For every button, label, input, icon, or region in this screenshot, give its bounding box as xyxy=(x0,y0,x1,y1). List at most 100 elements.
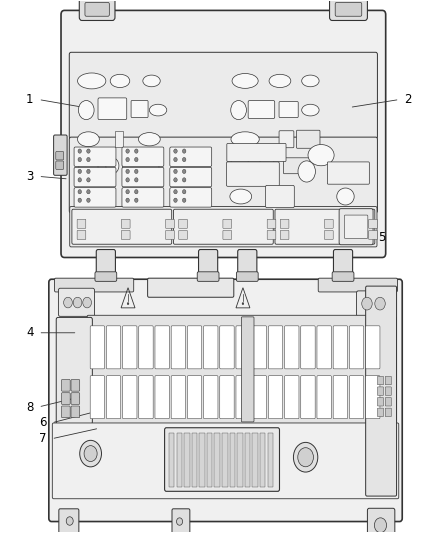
FancyBboxPatch shape xyxy=(350,326,364,369)
Circle shape xyxy=(362,297,372,310)
FancyBboxPatch shape xyxy=(95,272,117,281)
FancyBboxPatch shape xyxy=(166,230,174,239)
FancyBboxPatch shape xyxy=(58,288,95,317)
FancyBboxPatch shape xyxy=(77,230,86,239)
Bar xyxy=(230,432,235,487)
FancyBboxPatch shape xyxy=(171,326,186,369)
Circle shape xyxy=(64,297,72,308)
FancyBboxPatch shape xyxy=(325,230,333,239)
FancyBboxPatch shape xyxy=(241,317,254,422)
FancyBboxPatch shape xyxy=(61,406,70,418)
Text: 8: 8 xyxy=(26,400,33,414)
FancyBboxPatch shape xyxy=(69,52,378,139)
Bar xyxy=(260,432,265,487)
FancyBboxPatch shape xyxy=(155,376,170,419)
Circle shape xyxy=(106,158,119,174)
Bar xyxy=(177,432,182,487)
FancyBboxPatch shape xyxy=(237,272,258,281)
FancyBboxPatch shape xyxy=(122,147,164,166)
FancyBboxPatch shape xyxy=(369,230,378,239)
Circle shape xyxy=(126,157,129,161)
Bar xyxy=(245,432,250,487)
Bar xyxy=(237,432,243,487)
FancyBboxPatch shape xyxy=(122,188,164,207)
FancyBboxPatch shape xyxy=(317,376,332,419)
FancyBboxPatch shape xyxy=(61,11,386,257)
Circle shape xyxy=(126,149,129,153)
FancyBboxPatch shape xyxy=(366,376,380,419)
Circle shape xyxy=(134,169,138,174)
FancyBboxPatch shape xyxy=(227,143,286,161)
FancyBboxPatch shape xyxy=(301,326,315,369)
Circle shape xyxy=(78,101,94,119)
FancyBboxPatch shape xyxy=(123,326,137,369)
Circle shape xyxy=(127,303,129,305)
FancyBboxPatch shape xyxy=(121,230,130,239)
Circle shape xyxy=(259,156,275,175)
FancyBboxPatch shape xyxy=(123,376,137,419)
Bar xyxy=(222,432,227,487)
Circle shape xyxy=(126,169,129,174)
FancyBboxPatch shape xyxy=(280,219,289,228)
Bar xyxy=(215,432,220,487)
Text: 1: 1 xyxy=(26,93,33,106)
FancyBboxPatch shape xyxy=(198,249,218,279)
FancyBboxPatch shape xyxy=(52,423,399,499)
FancyBboxPatch shape xyxy=(187,326,202,369)
FancyBboxPatch shape xyxy=(72,209,172,244)
FancyBboxPatch shape xyxy=(53,135,67,175)
Circle shape xyxy=(78,190,81,194)
FancyBboxPatch shape xyxy=(122,158,159,173)
FancyBboxPatch shape xyxy=(344,215,368,238)
Circle shape xyxy=(87,169,90,174)
FancyBboxPatch shape xyxy=(96,249,116,279)
FancyBboxPatch shape xyxy=(267,230,276,239)
FancyBboxPatch shape xyxy=(267,219,276,228)
Circle shape xyxy=(174,198,177,203)
Ellipse shape xyxy=(302,104,319,116)
FancyBboxPatch shape xyxy=(231,158,248,174)
Circle shape xyxy=(375,297,385,310)
FancyBboxPatch shape xyxy=(385,387,391,395)
FancyBboxPatch shape xyxy=(170,147,212,166)
FancyBboxPatch shape xyxy=(173,209,273,244)
Ellipse shape xyxy=(78,73,106,89)
Bar xyxy=(268,432,273,487)
FancyBboxPatch shape xyxy=(385,398,391,406)
FancyBboxPatch shape xyxy=(329,0,367,20)
Ellipse shape xyxy=(232,74,258,88)
Circle shape xyxy=(174,178,177,182)
Circle shape xyxy=(134,178,138,182)
Text: 6: 6 xyxy=(39,416,46,430)
Bar xyxy=(199,432,205,487)
Ellipse shape xyxy=(110,74,130,87)
FancyBboxPatch shape xyxy=(71,379,80,391)
FancyBboxPatch shape xyxy=(317,326,332,369)
Circle shape xyxy=(298,161,315,182)
Circle shape xyxy=(80,440,102,467)
Ellipse shape xyxy=(269,74,291,87)
FancyBboxPatch shape xyxy=(252,326,267,369)
FancyBboxPatch shape xyxy=(236,376,251,419)
Bar xyxy=(184,432,190,487)
FancyBboxPatch shape xyxy=(325,219,333,228)
FancyBboxPatch shape xyxy=(69,137,378,213)
Ellipse shape xyxy=(308,144,334,166)
Bar xyxy=(169,432,174,487)
FancyBboxPatch shape xyxy=(366,286,396,496)
Circle shape xyxy=(183,178,186,182)
Circle shape xyxy=(183,198,186,203)
Text: 4: 4 xyxy=(26,326,33,340)
FancyBboxPatch shape xyxy=(106,326,121,369)
Circle shape xyxy=(183,190,186,194)
FancyBboxPatch shape xyxy=(372,317,396,422)
Circle shape xyxy=(174,149,177,153)
Circle shape xyxy=(177,518,183,525)
FancyBboxPatch shape xyxy=(297,130,320,148)
FancyBboxPatch shape xyxy=(131,101,148,117)
Ellipse shape xyxy=(302,75,319,87)
Ellipse shape xyxy=(230,189,252,204)
FancyBboxPatch shape xyxy=(385,408,391,417)
FancyBboxPatch shape xyxy=(179,219,187,228)
FancyBboxPatch shape xyxy=(90,376,105,419)
